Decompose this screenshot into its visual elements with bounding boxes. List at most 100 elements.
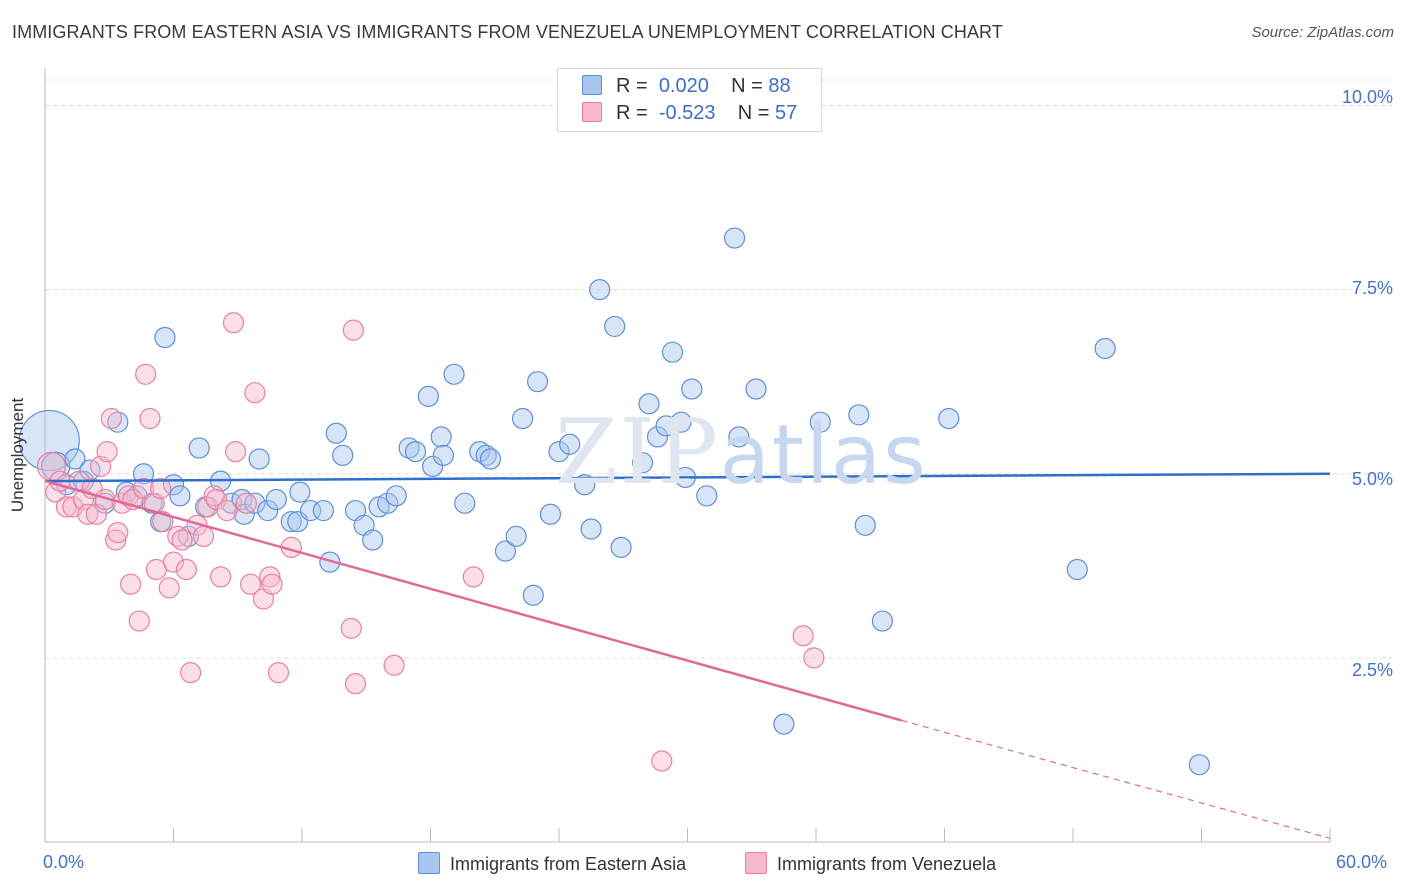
venezuela-point (100, 407, 122, 430)
eastern-asia-point (188, 437, 210, 459)
eastern-asia-point (64, 448, 86, 470)
eastern-asia-point (661, 341, 684, 363)
r-value: 0.020 (658, 75, 709, 97)
venezuela-point (792, 625, 814, 647)
eastern-asia-point (154, 326, 176, 349)
n-label: N = (731, 75, 763, 97)
eastern-asia-point (728, 426, 750, 448)
eastern-asia-point (169, 485, 191, 507)
eastern-asia-point (526, 371, 549, 393)
correlation-legend: R = 0.020 N = 88 R = -0.523 N = 57 (557, 68, 822, 132)
watermark-atlas: atlas (719, 408, 928, 503)
eastern-asia-point (871, 610, 893, 632)
venezuela-point (135, 363, 157, 385)
venezuela-trendline (44, 479, 903, 722)
eastern-asia-point (1188, 754, 1210, 776)
eastern-asia-point (368, 496, 390, 518)
eastern-asia-point (522, 584, 544, 606)
venezuela-point (120, 573, 142, 595)
y-tick-label-5: 5.0% (1351, 469, 1393, 489)
legend-row-venezuela: R = -0.523 N = 57 (582, 102, 797, 126)
series-label: Immigrants from Eastern Asia (450, 854, 687, 874)
venezuela-point (192, 525, 215, 547)
r-label: R = (616, 75, 648, 97)
eastern-asia-point (257, 499, 279, 522)
scatter-points (18, 227, 1210, 776)
venezuela-point (96, 441, 118, 463)
bottom-legend-eastern-asia: Immigrants from Eastern Asia (418, 852, 686, 875)
axes (44, 68, 1331, 843)
venezuela-point (340, 617, 362, 640)
eastern-asia-point (589, 278, 611, 301)
eastern-asia-point (289, 481, 311, 503)
eastern-asia-point (1094, 337, 1116, 360)
eastern-asia-point (696, 485, 718, 507)
eastern-asia-point (332, 444, 354, 466)
venezuela-point (77, 503, 99, 525)
n-value: 57 (775, 102, 798, 124)
eastern-asia-point (745, 378, 767, 400)
blue-swatch (418, 852, 440, 874)
venezuela-point (216, 499, 238, 522)
grid-lines (45, 79, 1392, 659)
venezuela-point (240, 573, 262, 595)
venezuela-trendline-extension (901, 719, 1331, 839)
n-label: N = (737, 102, 770, 124)
watermark-zip: ZIP (555, 400, 720, 505)
eastern-asia-point (854, 514, 876, 536)
eastern-asia-point (469, 441, 491, 463)
eastern-asia-point (265, 488, 287, 511)
eastern-asia-point (280, 511, 302, 533)
eastern-asia-point (610, 536, 632, 558)
venezuela-point (803, 647, 825, 669)
venezuela-point (383, 654, 405, 676)
legend-row-eastern-asia: R = 0.020 N = 88 (582, 75, 791, 99)
venezuela-point (261, 573, 283, 595)
y-axis-title: Unemployment (8, 397, 27, 513)
eastern-asia-point (809, 411, 831, 433)
eastern-asia-point (233, 503, 255, 525)
venezuela-point (171, 529, 193, 551)
venezuela-point (167, 525, 189, 547)
eastern-asia-point (670, 411, 692, 433)
eastern-asia-point (938, 407, 960, 430)
series-label: Immigrants from Venezuela (777, 854, 997, 874)
y-tick-label-7-5: 7.5% (1351, 278, 1393, 298)
venezuela-point (225, 441, 247, 463)
eastern-asia-point (443, 363, 465, 385)
bottom-legend-venezuela: Immigrants from Venezuela (745, 852, 996, 875)
eastern-asia-point (646, 426, 669, 448)
y-tick-label-10: 10.0% (1341, 87, 1393, 107)
venezuela-point (128, 610, 150, 632)
x-tick-label-max: 60.0% (1336, 852, 1388, 872)
eastern-asia-point (638, 393, 660, 415)
venezuela-point (222, 312, 245, 334)
venezuela-point (462, 566, 484, 588)
r-label: R = (616, 102, 648, 124)
x-tick-label-min: 0.0% (43, 852, 85, 872)
chart-title: IMMIGRANTS FROM EASTERN ASIA VS IMMIGRAN… (12, 22, 1003, 42)
watermark: ZIPatlas (555, 400, 928, 505)
eastern-asia-point (773, 713, 795, 735)
venezuela-point (235, 492, 257, 514)
eastern-asia-point (422, 455, 444, 477)
pink-swatch (745, 852, 767, 874)
venezuela-point (150, 477, 172, 500)
eastern-asia-point (417, 385, 439, 407)
venezuela-point (259, 566, 281, 588)
eastern-asia-point (574, 474, 596, 496)
venezuela-point (205, 488, 227, 511)
eastern-asia-point (511, 407, 534, 430)
venezuela-point (210, 566, 232, 588)
eastern-asia-point (244, 492, 266, 514)
eastern-asia-point (724, 227, 746, 249)
eastern-asia-point (325, 422, 347, 444)
eastern-asia-point (475, 444, 497, 466)
eastern-asia-point (299, 499, 322, 522)
eastern-asia-point (377, 492, 399, 514)
eastern-asia-point (312, 499, 335, 522)
venezuela-point (342, 319, 364, 341)
eastern-asia-point (539, 503, 562, 525)
venezuela-point (107, 522, 129, 544)
